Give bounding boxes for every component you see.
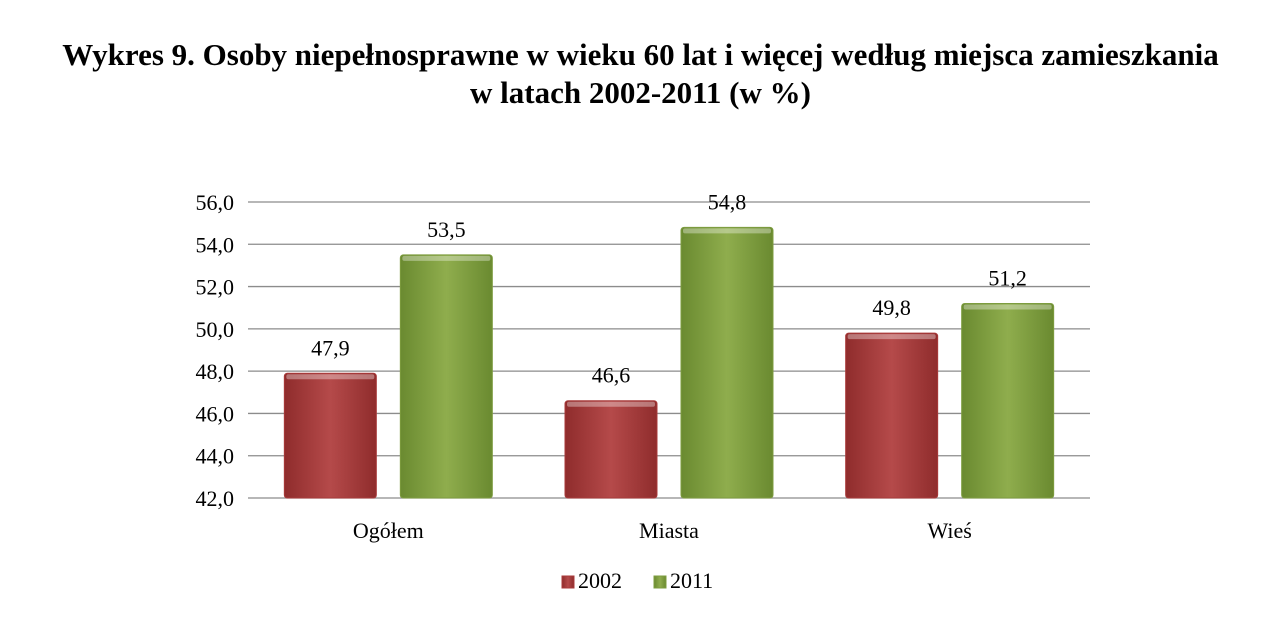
legend: 2002 2011 bbox=[561, 568, 713, 593]
bar-highlight bbox=[286, 374, 375, 380]
x-category-label: Wieś bbox=[928, 518, 972, 543]
data-label-2011-1: 53,5 bbox=[427, 217, 466, 242]
x-category-label: Miasta bbox=[639, 518, 699, 543]
data-label-2002-2: 46,6 bbox=[592, 363, 631, 388]
y-tick-label: 44,0 bbox=[196, 444, 235, 469]
chart-title-line-1: Wykres 9. Osoby niepełnosprawne w wieku … bbox=[62, 37, 1219, 72]
legend-swatch-2002 bbox=[561, 575, 575, 589]
data-label-2011-3: 51,2 bbox=[988, 265, 1027, 290]
y-tick-label: 56,0 bbox=[196, 190, 235, 215]
bar-highlight bbox=[963, 304, 1052, 310]
bars bbox=[283, 226, 1055, 499]
data-labels: 47,9 53,5 46,6 54,8 49,8 51,2 bbox=[311, 189, 1027, 387]
bar-2002-1 bbox=[283, 372, 377, 499]
bar-2002-3 bbox=[845, 332, 939, 499]
legend-label-2011: 2011 bbox=[670, 568, 713, 593]
bar-2011-3 bbox=[961, 302, 1055, 499]
chart-title: Wykres 9. Osoby niepełnosprawne w wieku … bbox=[0, 36, 1281, 112]
chart-title-line-2: w latach 2002-2011 (w %) bbox=[470, 75, 811, 110]
y-tick-label: 50,0 bbox=[196, 317, 235, 342]
x-axis-categories: Ogółem Miasta Wieś bbox=[353, 518, 972, 543]
bar-highlight bbox=[402, 255, 491, 261]
y-tick-label: 46,0 bbox=[196, 401, 235, 426]
legend-label-2002: 2002 bbox=[578, 568, 622, 593]
data-label-2011-2: 54,8 bbox=[708, 189, 747, 214]
bar-highlight bbox=[847, 334, 936, 340]
bar-2002-2 bbox=[564, 400, 658, 499]
bar-highlight bbox=[567, 401, 655, 407]
bar-2011-1 bbox=[399, 254, 493, 499]
bar-highlight bbox=[683, 228, 771, 234]
y-axis-ticks: 42,0 44,0 46,0 48,0 50,0 52,0 54,0 56,0 bbox=[196, 190, 235, 511]
grid-lines bbox=[248, 201, 1090, 499]
bar-2011-2 bbox=[680, 226, 774, 499]
legend-swatch-2011 bbox=[653, 575, 667, 589]
data-label-2002-1: 47,9 bbox=[311, 335, 350, 360]
data-label-2002-3: 49,8 bbox=[872, 295, 911, 320]
y-tick-label: 42,0 bbox=[196, 486, 235, 511]
x-category-label: Ogółem bbox=[353, 518, 424, 543]
y-tick-label: 54,0 bbox=[196, 232, 235, 257]
y-tick-label: 48,0 bbox=[196, 359, 235, 384]
y-tick-label: 52,0 bbox=[196, 275, 235, 300]
